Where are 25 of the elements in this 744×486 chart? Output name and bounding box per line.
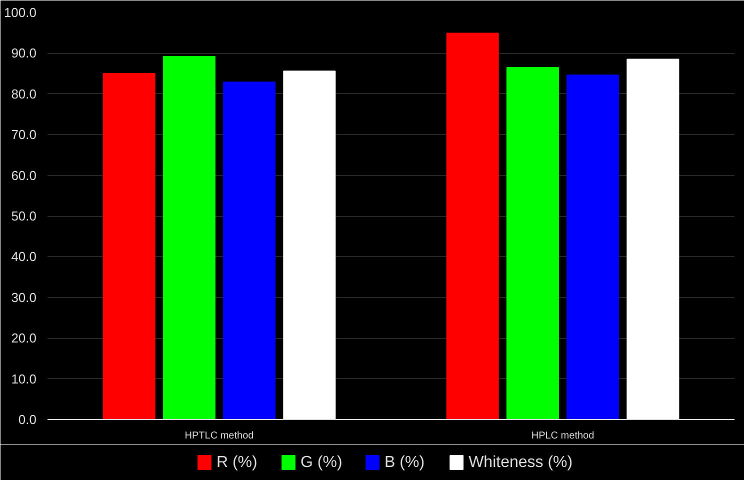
y-tick-label: 40.0 xyxy=(11,249,37,264)
y-tick-label: 100.0 xyxy=(4,5,37,20)
x-tick-label: HPLC method xyxy=(531,430,594,442)
bar xyxy=(446,32,499,420)
legend-label: R (%) xyxy=(216,454,258,471)
y-tick-label: 90.0 xyxy=(11,46,37,61)
legend-label: Whiteness (%) xyxy=(468,454,573,471)
y-tick-label: 0.0 xyxy=(18,412,37,427)
bar xyxy=(102,73,156,420)
y-tick-label: 20.0 xyxy=(11,330,37,346)
y-tick-label: 60.0 xyxy=(11,168,37,183)
bar xyxy=(283,70,336,420)
y-tick-label: 10.0 xyxy=(11,371,37,386)
y-tick-label: 50.0 xyxy=(11,208,37,224)
bar xyxy=(566,74,620,420)
bar xyxy=(162,56,216,420)
bar xyxy=(626,58,680,420)
y-tick-label: 80.0 xyxy=(11,86,37,102)
y-tick-label: 70.0 xyxy=(11,127,37,142)
bar xyxy=(506,66,559,420)
x-tick-label: HPTLC method xyxy=(184,430,254,442)
y-tick-label: 30.0 xyxy=(11,290,37,305)
bar xyxy=(223,82,276,420)
legend-label: G (%) xyxy=(300,454,342,471)
legend-label: B (%) xyxy=(384,454,425,471)
